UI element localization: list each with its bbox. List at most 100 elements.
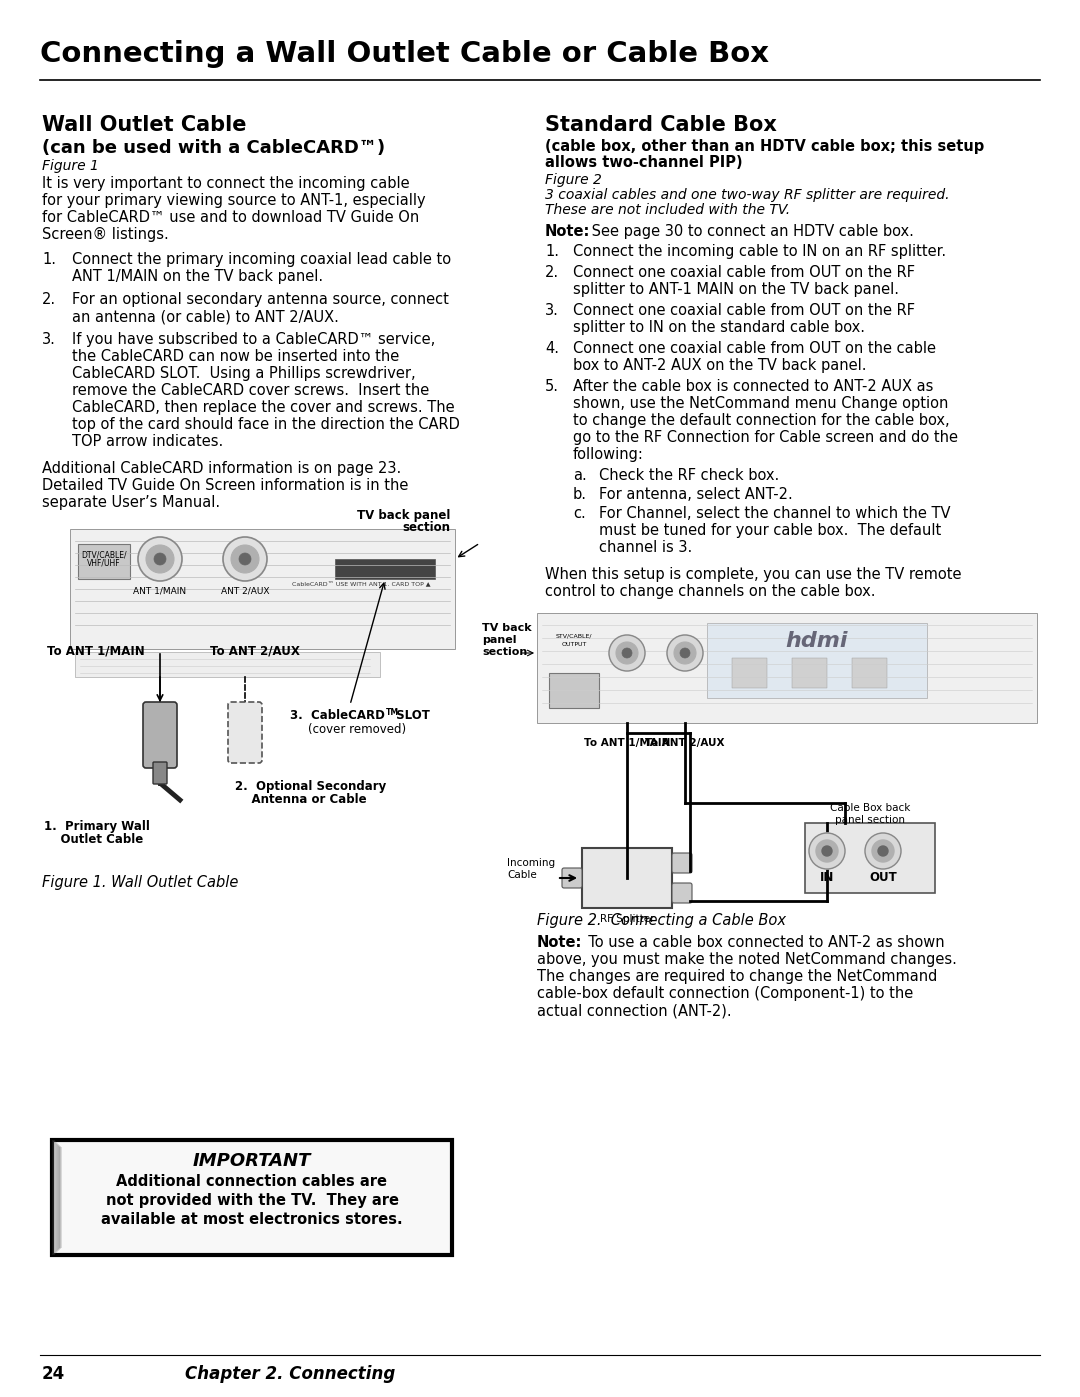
Text: After the cable box is connected to ANT-2 AUX as: After the cable box is connected to ANT-…	[573, 379, 933, 394]
Text: Note:: Note:	[537, 935, 582, 950]
Text: not provided with the TV.  They are: not provided with the TV. They are	[106, 1193, 399, 1208]
Circle shape	[674, 643, 696, 664]
FancyBboxPatch shape	[732, 658, 767, 687]
FancyBboxPatch shape	[143, 703, 177, 768]
Text: for your primary viewing source to ANT-1, especially: for your primary viewing source to ANT-1…	[42, 193, 426, 208]
Text: To use a cable box connected to ANT-2 as shown: To use a cable box connected to ANT-2 as…	[579, 935, 945, 950]
Text: Connecting a Wall Outlet Cable or Cable Box: Connecting a Wall Outlet Cable or Cable …	[40, 41, 769, 68]
Text: SLOT: SLOT	[392, 710, 430, 722]
Circle shape	[622, 648, 632, 658]
Text: VHF/UHF: VHF/UHF	[87, 559, 121, 569]
Text: to change the default connection for the cable box,: to change the default connection for the…	[573, 414, 949, 427]
Text: go to the RF Connection for Cable screen and do the: go to the RF Connection for Cable screen…	[573, 430, 958, 446]
Text: Figure 2: Figure 2	[545, 173, 602, 187]
Text: Connect one coaxial cable from OUT on the RF: Connect one coaxial cable from OUT on th…	[573, 303, 915, 319]
FancyBboxPatch shape	[562, 868, 582, 888]
Circle shape	[146, 545, 174, 573]
Circle shape	[809, 833, 845, 869]
Text: If you have subscribed to a CableCARD™ service,: If you have subscribed to a CableCARD™ s…	[72, 332, 435, 346]
Text: for CableCARD™ use and to download TV Guide On: for CableCARD™ use and to download TV Gu…	[42, 210, 419, 225]
Text: Cable: Cable	[507, 870, 537, 880]
Text: (cover removed): (cover removed)	[308, 724, 406, 736]
Text: 3.  CableCARD: 3. CableCARD	[291, 710, 384, 722]
Circle shape	[822, 847, 832, 856]
Text: 2.: 2.	[42, 292, 56, 307]
Circle shape	[609, 636, 645, 671]
Text: Screen® listings.: Screen® listings.	[42, 226, 168, 242]
FancyBboxPatch shape	[852, 658, 887, 687]
FancyBboxPatch shape	[228, 703, 262, 763]
Text: box to ANT-2 AUX on the TV back panel.: box to ANT-2 AUX on the TV back panel.	[573, 358, 866, 373]
Text: To ANT 2/AUX: To ANT 2/AUX	[645, 738, 725, 747]
FancyBboxPatch shape	[549, 673, 599, 708]
Text: TM: TM	[386, 708, 400, 717]
Text: 3 coaxial cables and one two-way RF splitter are required.: 3 coaxial cables and one two-way RF spli…	[545, 189, 949, 203]
Text: TV back panel: TV back panel	[356, 509, 450, 522]
FancyBboxPatch shape	[75, 652, 380, 678]
Text: allows two-channel PIP): allows two-channel PIP)	[545, 155, 743, 170]
Text: separate User’s Manual.: separate User’s Manual.	[42, 495, 220, 510]
Circle shape	[667, 636, 703, 671]
Circle shape	[138, 536, 183, 581]
Text: CableCARD SLOT.  Using a Phillips screwdriver,: CableCARD SLOT. Using a Phillips screwdr…	[72, 366, 416, 381]
Text: CableCARD™ USE WITH ANT 1. CARD TOP ▲: CableCARD™ USE WITH ANT 1. CARD TOP ▲	[292, 583, 430, 588]
Circle shape	[154, 553, 166, 564]
Text: These are not included with the TV.: These are not included with the TV.	[545, 203, 791, 217]
Text: channel is 3.: channel is 3.	[599, 541, 692, 555]
Text: Antenna or Cable: Antenna or Cable	[235, 793, 366, 806]
Text: must be tuned for your cable box.  The default: must be tuned for your cable box. The de…	[599, 522, 942, 538]
Text: ANT 1/MAIN on the TV back panel.: ANT 1/MAIN on the TV back panel.	[72, 270, 323, 284]
FancyBboxPatch shape	[53, 1141, 56, 1255]
FancyBboxPatch shape	[54, 1141, 57, 1253]
Text: the CableCARD can now be inserted into the: the CableCARD can now be inserted into t…	[72, 349, 400, 365]
Text: TOP arrow indicates.: TOP arrow indicates.	[72, 434, 224, 448]
Text: c.: c.	[573, 506, 585, 521]
Text: Check the RF check box.: Check the RF check box.	[599, 468, 780, 483]
Text: OUTPUT: OUTPUT	[562, 643, 586, 647]
Text: CableCARD, then replace the cover and screws. The: CableCARD, then replace the cover and sc…	[72, 400, 455, 415]
Text: Additional CableCARD information is on page 23.: Additional CableCARD information is on p…	[42, 461, 402, 476]
Text: 2.  Optional Secondary: 2. Optional Secondary	[235, 780, 387, 793]
Text: actual connection (ANT-2).: actual connection (ANT-2).	[537, 1003, 731, 1018]
Text: 24: 24	[42, 1365, 65, 1383]
Circle shape	[872, 840, 894, 862]
Text: Incoming: Incoming	[507, 858, 555, 868]
Text: It is very important to connect the incoming cable: It is very important to connect the inco…	[42, 176, 409, 191]
FancyBboxPatch shape	[78, 543, 130, 578]
Circle shape	[222, 536, 267, 581]
Text: top of the card should face in the direction the CARD: top of the card should face in the direc…	[72, 416, 460, 432]
Text: panel: panel	[482, 636, 516, 645]
Text: 1.: 1.	[42, 251, 56, 267]
Text: 1.  Primary Wall: 1. Primary Wall	[44, 820, 150, 833]
Text: 4.: 4.	[545, 341, 559, 356]
Text: For an optional secondary antenna source, connect: For an optional secondary antenna source…	[72, 292, 449, 307]
Text: Note:: Note:	[545, 224, 591, 239]
Text: ANT 1/MAIN: ANT 1/MAIN	[134, 587, 187, 597]
Text: See page 30 to connect an HDTV cable box.: See page 30 to connect an HDTV cable box…	[588, 224, 914, 239]
Text: Figure 1: Figure 1	[42, 159, 99, 173]
Text: shown, use the NetCommand menu Change option: shown, use the NetCommand menu Change op…	[573, 395, 948, 411]
FancyBboxPatch shape	[672, 883, 692, 902]
Text: Connect the primary incoming coaxial lead cable to: Connect the primary incoming coaxial lea…	[72, 251, 451, 267]
Text: an antenna (or cable) to ANT 2/AUX.: an antenna (or cable) to ANT 2/AUX.	[72, 309, 339, 324]
Text: Connect one coaxial cable from OUT on the cable: Connect one coaxial cable from OUT on th…	[573, 341, 936, 356]
FancyBboxPatch shape	[335, 559, 435, 578]
FancyBboxPatch shape	[792, 658, 827, 687]
Text: STV/CABLE/: STV/CABLE/	[556, 633, 592, 638]
Text: splitter to ANT-1 MAIN on the TV back panel.: splitter to ANT-1 MAIN on the TV back pa…	[573, 282, 899, 298]
Text: IMPORTANT: IMPORTANT	[193, 1153, 311, 1171]
Text: hdmi: hdmi	[786, 631, 848, 651]
Text: Detailed TV Guide On Screen information is in the: Detailed TV Guide On Screen information …	[42, 478, 408, 493]
FancyBboxPatch shape	[805, 823, 935, 893]
FancyBboxPatch shape	[582, 848, 672, 908]
Text: Standard Cable Box: Standard Cable Box	[545, 115, 777, 136]
Text: Chapter 2. Connecting: Chapter 2. Connecting	[185, 1365, 395, 1383]
Text: a.: a.	[573, 468, 586, 483]
Circle shape	[878, 847, 888, 856]
Text: control to change channels on the cable box.: control to change channels on the cable …	[545, 584, 876, 599]
Text: Outlet Cable: Outlet Cable	[44, 833, 144, 847]
Text: above, you must make the noted NetCommand changes.: above, you must make the noted NetComman…	[537, 951, 957, 967]
Text: Additional connection cables are: Additional connection cables are	[117, 1173, 388, 1189]
Text: 5.: 5.	[545, 379, 559, 394]
Text: TV back: TV back	[482, 623, 531, 633]
